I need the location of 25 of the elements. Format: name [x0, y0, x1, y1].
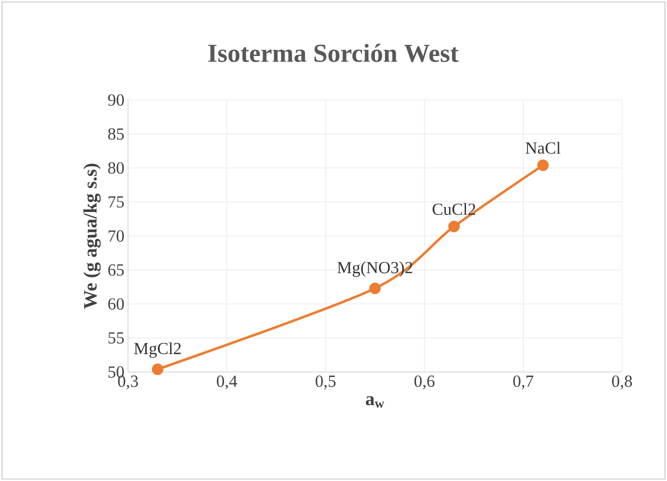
x-tick-label: 0,6 [414, 376, 434, 390]
y-tick-label: 65 [108, 264, 124, 276]
y-tick-label: 50 [108, 366, 124, 378]
y-axis-title: We (g agua/kg s.s) [83, 164, 101, 309]
y-tick-label: 55 [108, 332, 124, 344]
annotation: MgCl2 [134, 342, 181, 358]
y-tick-label: 70 [108, 230, 124, 242]
point [152, 364, 164, 376]
point [537, 160, 549, 172]
y-tick-label: 85 [108, 128, 124, 140]
x-tick-label: 0,8 [612, 376, 632, 390]
y-tick-label: 60 [108, 298, 124, 310]
y-tick-label: 75 [108, 196, 124, 208]
annotation: CuCl2 [432, 203, 476, 215]
x-tick-label: 0,3 [118, 376, 138, 390]
x-tick-label: 0,5 [316, 376, 336, 390]
point [369, 282, 381, 294]
annotation: NaCl [526, 142, 560, 154]
chart-title: Isoterma Sorción West [208, 44, 459, 62]
point [448, 220, 460, 232]
x-axis-title: a$_{w}$ [366, 396, 384, 408]
y-tick-label: 80 [108, 162, 124, 174]
x-tick-label: 0,4 [216, 376, 238, 390]
y-tick-label: 90 [108, 94, 124, 106]
x-tick-label: 0,7 [513, 376, 534, 390]
